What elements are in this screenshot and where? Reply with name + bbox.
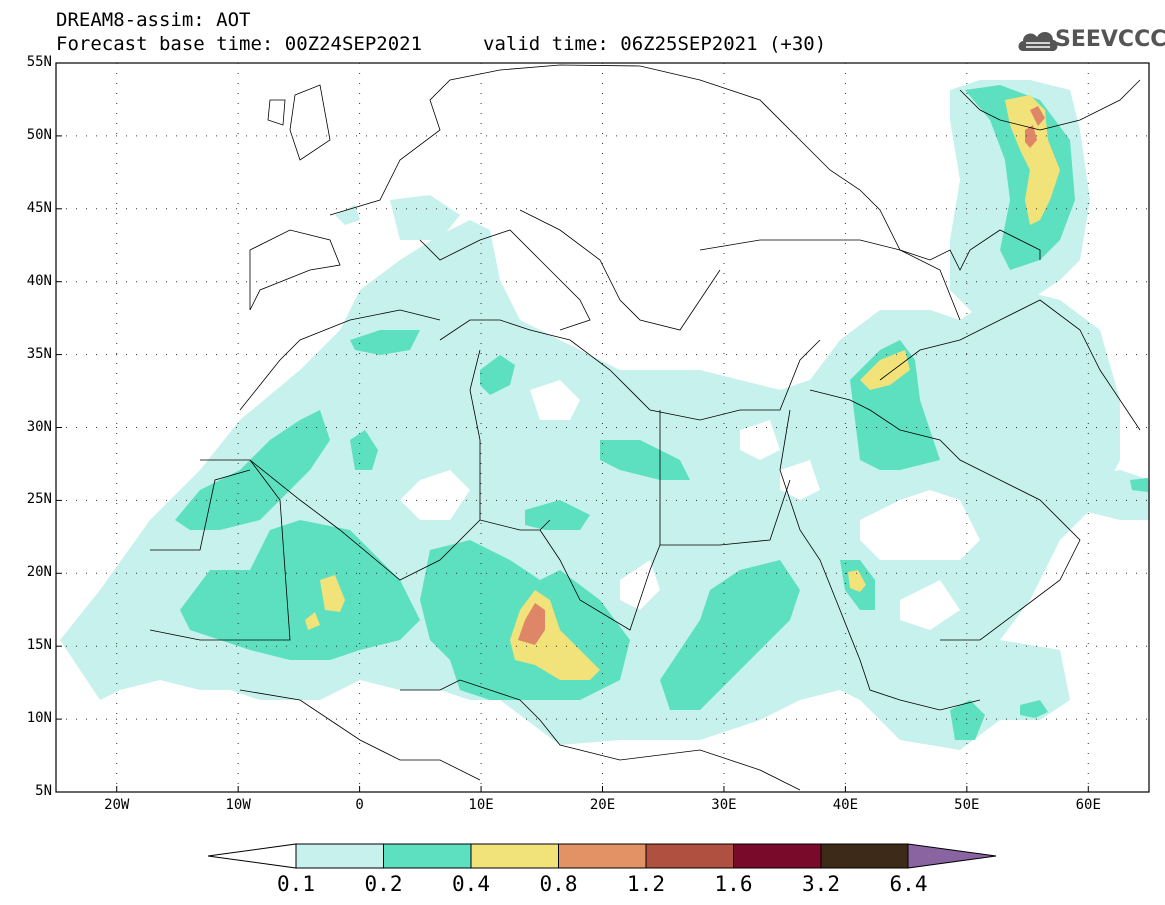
lon-label: 60E <box>1075 797 1101 813</box>
product-title: DREAM8-assim: AOT <box>56 9 251 31</box>
colorbar-over-arrow <box>907 843 997 869</box>
lon-label: 40E <box>832 797 859 813</box>
lon-label: 50E <box>954 797 980 813</box>
lat-label: 10N <box>26 710 52 727</box>
lat-label: 45N <box>26 199 52 216</box>
colorbar-bin-6 <box>733 843 822 869</box>
axis-ticks <box>56 62 1089 793</box>
aot-band-0.8-1.2 <box>518 106 1045 645</box>
lat-label: 15N <box>26 637 52 654</box>
colorbar-label: 1.2 <box>627 872 665 896</box>
lon-label: 0 <box>355 797 364 813</box>
colorbar-label: 6.4 <box>889 872 928 896</box>
colorbar-bin-2 <box>383 843 472 869</box>
lat-label: 30N <box>26 418 52 435</box>
country-boundaries <box>149 64 1141 791</box>
colorbar-bin-3 <box>470 843 559 869</box>
valid-time: valid time: 06Z25SEP2021 (+30) <box>483 33 827 55</box>
lat-label: 20N <box>26 564 52 581</box>
lat-label: 55N <box>26 54 52 70</box>
forecast-base-time: Forecast base time: 00Z24SEP2021 <box>56 33 423 55</box>
colorbar-label: 0.8 <box>539 872 578 896</box>
lon-label: 20E <box>589 797 616 813</box>
cloud-icon <box>1018 31 1058 51</box>
seevccc-logo-text: SEEVCCC <box>1055 27 1165 52</box>
colorbar-bin-5 <box>645 843 734 869</box>
lat-label: 40N <box>26 272 52 289</box>
graticule <box>56 63 1149 792</box>
aot-below-0.1 <box>400 380 980 630</box>
lon-label: 20W <box>104 797 130 813</box>
lat-label: 5N <box>35 783 52 799</box>
colorbar-label: 0.2 <box>364 872 403 896</box>
lon-label: 10W <box>225 797 251 813</box>
lat-label: 25N <box>26 491 52 508</box>
colorbar-label: 1.6 <box>714 872 753 896</box>
lat-label: 35N <box>26 345 52 362</box>
colorbar-label: 0.4 <box>452 872 490 896</box>
colorbar-bin-7 <box>820 843 909 869</box>
colorbar-under-arrow <box>207 843 297 869</box>
colorbar-bin-1 <box>295 843 384 869</box>
lon-label: 10E <box>468 797 494 813</box>
lon-label: 30E <box>711 797 737 813</box>
colorbar-label: 3.2 <box>802 872 840 896</box>
lat-label: 50N <box>26 126 52 143</box>
colorbar <box>207 843 997 869</box>
colorbar-bin-4 <box>558 843 647 869</box>
colorbar-label: 0.1 <box>277 872 315 896</box>
